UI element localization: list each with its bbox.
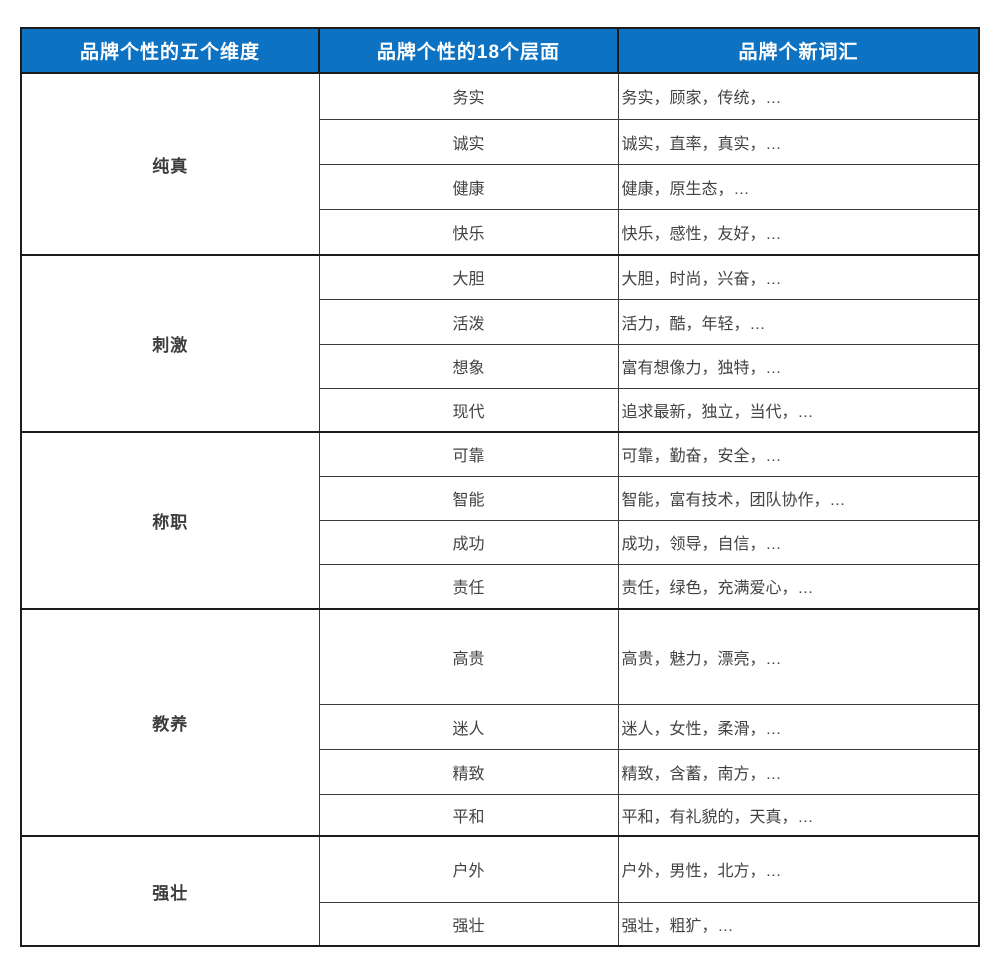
facet-cell: 快乐 [318,208,619,256]
vocab-cell: 健康，原生态，… [617,163,980,210]
vocab-cell: 精致，含蓄，南方，… [617,748,980,795]
table-row: 强壮 户外 户外，男性，北方，… [20,835,980,947]
table-row: 刺激 大胆 大胆，时尚，兴奋，… [20,254,980,433]
table-header-row: 品牌个性的五个维度 品牌个性的18个层面 品牌个新词汇 [20,27,980,74]
dimension-cell: 称职 [20,431,320,610]
dimension-cell: 刺激 [20,254,320,433]
facet-cell: 户外 [318,835,619,903]
facet-cell: 可靠 [318,431,619,477]
table-row: 纯真 务实 务实，顾家，传统，… [20,72,980,256]
table-row: 成功 成功，领导，自信，… [21,519,980,565]
dimension-cell: 强壮 [20,835,320,947]
facet-cell: 想象 [318,343,619,389]
facet-cell: 高贵 [318,608,619,705]
facet-cell: 活泼 [318,298,619,345]
vocab-cell: 迷人，女性，柔滑，… [617,703,980,750]
facet-cell: 平和 [318,793,619,837]
vocab-cell: 户外，男性，北方，… [617,835,980,903]
table-row: 智能 智能，富有技术，团队协作，… [21,475,980,521]
facet-cell: 责任 [318,563,619,610]
vocab-cell: 富有想像力，独特，… [617,343,980,389]
table-row: 健康 健康，原生态，… [21,163,980,210]
dimension-cell: 纯真 [20,72,320,256]
facet-cell: 务实 [318,72,619,120]
table-row: 迷人 迷人，女性，柔滑，… [21,703,980,750]
vocab-cell: 快乐，感性，友好，… [617,208,980,256]
vocab-cell: 强壮，粗犷，… [617,901,980,947]
vocab-cell: 智能，富有技术，团队协作，… [617,475,980,521]
vocab-cell: 追求最新，独立，当代，… [617,387,980,433]
table-row: 活泼 活力，酷，年轻，… [21,298,980,345]
facet-cell: 强壮 [318,901,619,947]
table-row: 快乐 快乐，感性，友好，… [21,208,980,256]
table-row: 教养 高贵 高贵，魅力，漂亮，… [20,608,980,837]
facet-cell: 诚实 [318,118,619,165]
table-row: 称职 可靠 可靠，勤奋，安全，… [20,431,980,610]
facet-cell: 大胆 [318,254,619,300]
vocab-cell: 平和，有礼貌的，天真，… [617,793,980,837]
vocab-cell: 务实，顾家，传统，… [617,72,980,120]
table-row: 平和 平和，有礼貌的，天真，… [21,793,980,837]
facet-cell: 健康 [318,163,619,210]
table-row: 想象 富有想像力，独特，… [21,343,980,389]
facet-cell: 成功 [318,519,619,565]
facet-cell: 现代 [318,387,619,433]
vocab-cell: 诚实，直率，真实，… [617,118,980,165]
facet-cell: 精致 [318,748,619,795]
vocab-cell: 成功，领导，自信，… [617,519,980,565]
table-row: 诚实 诚实，直率，真实，… [21,118,980,165]
header-cell-vocabulary: 品牌个新词汇 [617,27,980,74]
vocab-cell: 高贵，魅力，漂亮，… [617,608,980,705]
table-row: 强壮 强壮，粗犷，… [21,901,980,947]
brand-personality-table: 品牌个性的五个维度 品牌个性的18个层面 品牌个新词汇 纯真 务实 务实，顾家，… [20,27,980,947]
header-cell-dimensions: 品牌个性的五个维度 [20,27,320,74]
vocab-cell: 大胆，时尚，兴奋，… [617,254,980,300]
dimension-cell: 教养 [20,608,320,837]
vocab-cell: 责任，绿色，充满爱心，… [617,563,980,610]
facet-cell: 迷人 [318,703,619,750]
header-cell-facets: 品牌个性的18个层面 [318,27,619,74]
table-row: 精致 精致，含蓄，南方，… [21,748,980,795]
table-row: 责任 责任，绿色，充满爱心，… [21,563,980,610]
facet-cell: 智能 [318,475,619,521]
table-row: 现代 追求最新，独立，当代，… [21,387,980,433]
vocab-cell: 活力，酷，年轻，… [617,298,980,345]
vocab-cell: 可靠，勤奋，安全，… [617,431,980,477]
